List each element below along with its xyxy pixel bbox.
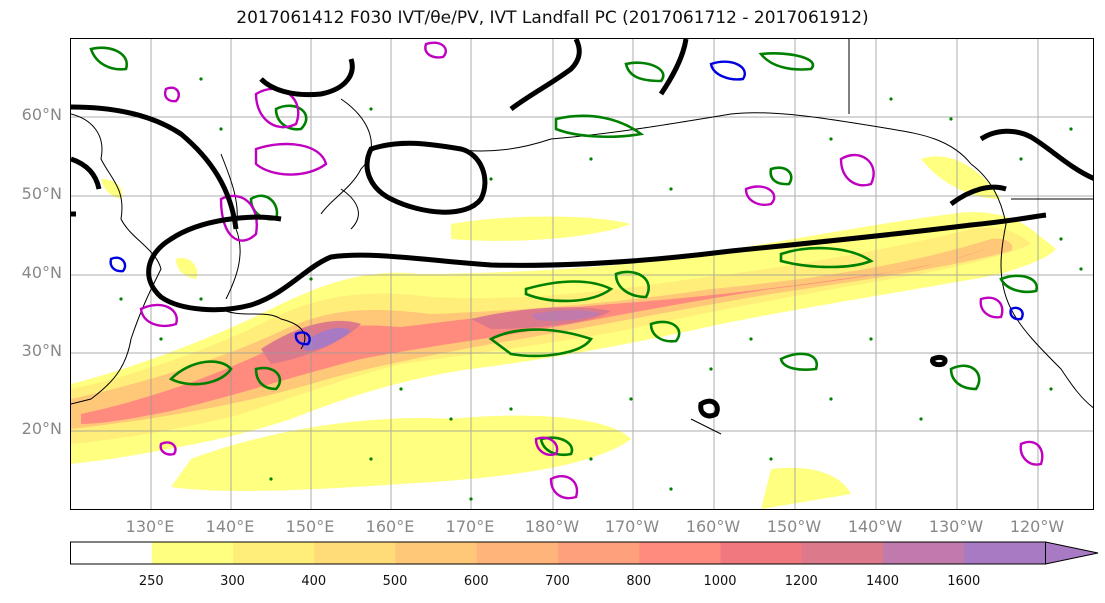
colorbar-tick-label: 250 [138, 574, 164, 589]
colorbar-bar [70, 541, 1099, 565]
colorbar-segment [639, 542, 721, 564]
pv-blue-contours [109, 60, 1024, 346]
longitude-label: 130°E [125, 517, 175, 536]
colorbar-segment [233, 542, 315, 564]
longitude-label: 120°W [1009, 517, 1065, 536]
longitude-label: 140°W [847, 517, 903, 536]
map-canvas[interactable] [71, 39, 1094, 510]
colorbar-tick-label: 400 [301, 574, 327, 589]
coastlines [71, 39, 1093, 435]
longitude-label: 170°W [604, 517, 660, 536]
map-panel[interactable] [70, 38, 1094, 510]
colorbar-tick-label: 800 [626, 574, 652, 589]
map-title: 2017061412 F030 IVT/θe/PV, IVT Landfall … [236, 8, 869, 28]
latitude-label: 60°N [21, 105, 62, 124]
longitude-label: 130°W [928, 517, 984, 536]
colorbar-tick-label: 1400 [865, 574, 900, 589]
colorbar-tick-label: 1600 [947, 574, 981, 589]
colorbar-segment [883, 542, 965, 564]
latitude-label: 40°N [21, 263, 62, 282]
colorbar-segment [395, 542, 478, 564]
colorbar-segment [801, 542, 884, 564]
colorbar-segment [558, 542, 640, 564]
latitude-label: 30°N [21, 341, 62, 360]
colorbar-segment [151, 542, 234, 564]
latitude-label: 20°N [21, 419, 62, 438]
colorbar-tick-label: 1000 [703, 574, 737, 589]
colorbar-tick-label: 700 [545, 574, 570, 589]
colorbar-segment [720, 542, 803, 564]
longitude-label: 150°W [766, 517, 822, 536]
longitude-label: 170°E [445, 517, 495, 536]
longitude-label: 140°E [205, 517, 255, 536]
latitude-label: 50°N [21, 184, 62, 203]
ivt-landfall-contours [71, 39, 1093, 419]
colorbar-tick-label: 1200 [784, 574, 818, 589]
longitude-label: 180°W [524, 517, 580, 536]
colorbar-segment [70, 542, 153, 564]
longitude-label: 160°E [365, 517, 415, 536]
colorbar-segment [476, 542, 559, 564]
pv-magenta-contours [139, 41, 1044, 500]
colorbar-tick-label: 600 [463, 574, 489, 589]
colorbar [70, 541, 1100, 571]
longitude-label: 150°E [285, 517, 335, 536]
colorbar-extend-arrow [1045, 541, 1099, 565]
theta-e-dots [119, 77, 1083, 501]
longitude-label: 160°W [685, 517, 741, 536]
colorbar-tick-label: 500 [382, 574, 408, 589]
colorbar-outline [70, 541, 1046, 565]
colorbar-segment [964, 542, 1046, 564]
colorbar-segment [314, 542, 396, 564]
theta-e-contours [89, 46, 1039, 457]
colorbar-tick-label: 300 [220, 574, 245, 589]
